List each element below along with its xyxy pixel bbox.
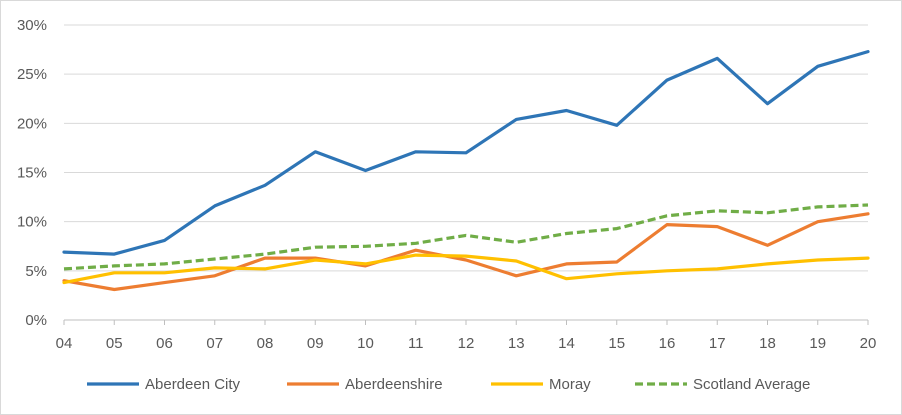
axes: 0% 5% 10% 15% 20% 25% 30% 04 05 06 07 08 09 10 11 12 13 1… (17, 17, 876, 352)
y-tick-label: 0% (25, 312, 47, 329)
x-tick-label: 07 (206, 335, 223, 352)
y-tick-label: 25% (17, 66, 47, 83)
x-tick-label: 12 (458, 335, 475, 352)
gridlines (64, 24, 868, 272)
x-tick-label: 04 (56, 335, 73, 352)
x-tick-label: 13 (508, 335, 525, 352)
series-line-moray (62, 253, 870, 285)
legend-label: Aberdeenshire (345, 376, 443, 393)
x-tick-label: 20 (860, 335, 877, 352)
legend-label: Moray (549, 376, 591, 393)
legend-label: Aberdeen City (145, 376, 241, 393)
x-tick-label: 11 (408, 335, 424, 352)
series-line-aberdeen-city (62, 49, 870, 256)
x-tick-label: 16 (659, 335, 676, 352)
x-tick-label: 09 (307, 335, 324, 352)
y-tick-label: 15% (17, 165, 47, 182)
y-tick-label: 30% (17, 17, 47, 34)
series-line-aberdeenshire (62, 212, 870, 292)
x-tick-label: 17 (709, 335, 726, 352)
legend: Aberdeen City Aberdeenshire Moray Scotland … (87, 376, 810, 393)
series-lines (62, 49, 870, 292)
y-tick-label: 20% (17, 115, 47, 132)
x-tick-label: 06 (156, 335, 173, 352)
x-tick-label: 18 (759, 335, 776, 352)
y-tick-label: 5% (25, 263, 47, 280)
y-tick-label: 10% (17, 214, 47, 231)
x-tick-label: 14 (558, 335, 575, 352)
legend-label: Scotland Average (693, 376, 810, 393)
series-line-scotland-average (63, 203, 869, 271)
x-tick-label: 10 (357, 335, 374, 352)
x-tick-label: 05 (106, 335, 123, 352)
x-tick-label: 15 (608, 335, 625, 352)
x-tick-label: 08 (257, 335, 274, 352)
x-tick-label: 19 (809, 335, 826, 352)
